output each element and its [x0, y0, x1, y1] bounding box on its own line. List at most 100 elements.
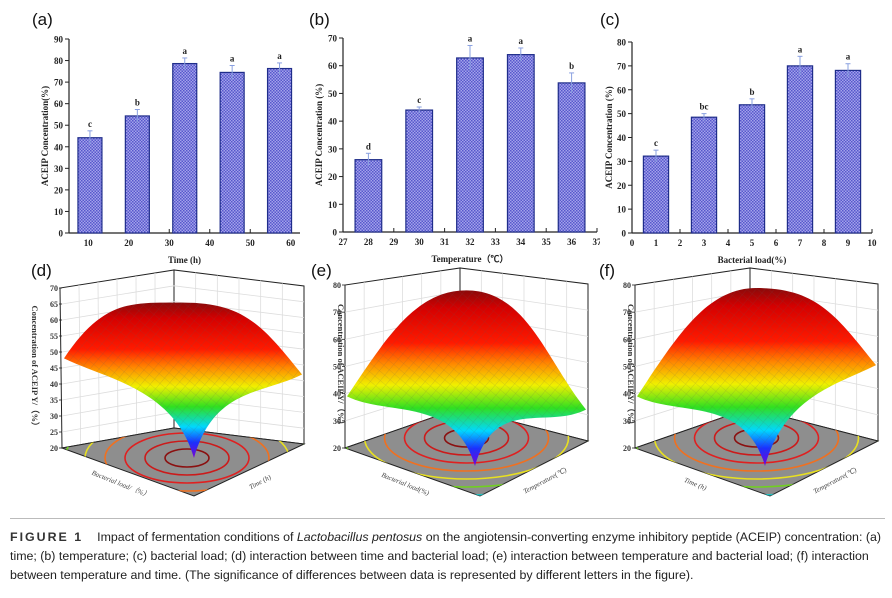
z-axis-title: Concentration of ACEIP Y/（%） — [336, 304, 346, 429]
bar — [77, 137, 103, 234]
wall-grid-line — [61, 301, 305, 321]
significance-letter: a — [277, 51, 282, 61]
y-axis-title: ACEIP Concentration(%) — [40, 86, 50, 186]
y-tick-label: 50 — [617, 109, 627, 119]
bar — [557, 82, 586, 233]
y-axis-title: Time (h) — [248, 473, 273, 491]
y-tick-label: 20 — [54, 185, 64, 195]
x-tick-label: 40 — [205, 238, 215, 248]
bar — [506, 54, 535, 233]
x-tick-label: 7 — [798, 238, 803, 248]
bar-chart-time: 0 10 20 30 40 50 60 70 80 90 10 20 30 40 50 60 c b a a a ACEI… — [40, 35, 300, 265]
x-tick-label: 6 — [774, 238, 779, 248]
contour-line — [673, 408, 840, 472]
significance-letter: a — [846, 52, 851, 62]
contour-line — [164, 448, 210, 468]
bar — [266, 67, 293, 234]
y-tick-label: 30 — [617, 157, 627, 167]
z-tick-label: 20 — [333, 444, 341, 453]
z-tick-label: 80 — [333, 281, 341, 290]
y-tick-label: 0 — [622, 229, 627, 239]
y-tick-label: 80 — [617, 38, 627, 48]
y-tick-label: 70 — [617, 61, 627, 71]
wall-grid-line — [61, 285, 305, 305]
z-tick-label: 70 — [333, 308, 341, 317]
z-tick-label: 60 — [333, 335, 341, 344]
panel-label-b: (b) — [309, 10, 330, 29]
significance-letter: d — [366, 141, 371, 151]
y-tick-label: 10 — [328, 200, 338, 210]
bar — [786, 65, 814, 234]
y-tick-label: 50 — [54, 121, 64, 131]
significance-letter: a — [183, 46, 188, 56]
y-tick-label: 40 — [328, 117, 338, 127]
bar — [642, 155, 670, 234]
x-tick-label: 27 — [339, 237, 349, 247]
x-tick-label: 31 — [440, 237, 450, 247]
y-tick-label: 20 — [328, 172, 338, 182]
y-tick-label: 50 — [328, 89, 338, 99]
x-tick-label: 29 — [389, 237, 399, 247]
z-tick-label: 80 — [623, 281, 631, 290]
contour-line — [345, 408, 588, 488]
y-tick-label: 70 — [54, 78, 64, 88]
surface-mesh — [637, 288, 876, 466]
x-tick-label: 2 — [678, 238, 683, 248]
bar — [172, 62, 198, 234]
z-tick-label: 45 — [50, 364, 58, 373]
surface-mesh — [347, 290, 586, 466]
x-tick-label: 60 — [286, 238, 296, 248]
figure-caption: FIGURE 1 Impact of fermentation condition… — [10, 518, 885, 585]
z-tick-label: 20 — [50, 444, 58, 453]
significance-letter: a — [519, 36, 524, 46]
significance-letter: c — [88, 119, 92, 129]
y-tick-label: 70 — [328, 34, 338, 44]
y-tick-label: 60 — [617, 85, 627, 95]
z-tick-label: 50 — [623, 363, 631, 372]
x-tick-label: 35 — [542, 237, 552, 247]
surface-plot-time-bacterial-load: 20 25 30 35 40 45 50 55 60 65 70 Concentration of A… — [30, 269, 306, 499]
z-tick-label: 30 — [50, 412, 58, 421]
x-tick-label: 9 — [846, 238, 851, 248]
z-tick-label: 65 — [50, 300, 58, 309]
significance-letter: c — [417, 95, 421, 105]
figure-label: FIGURE 1 — [10, 530, 84, 544]
z-tick-label: 25 — [50, 428, 58, 437]
y-axis-title: ACEIP Concentration (%) — [604, 86, 614, 189]
significance-letter: a — [798, 44, 803, 54]
z-tick-label: 40 — [623, 390, 631, 399]
z-tick-label: 20 — [623, 444, 631, 453]
x-tick-label: 8 — [822, 238, 827, 248]
y-tick-label: 60 — [328, 61, 338, 71]
x-tick-label: 30 — [415, 237, 425, 247]
x-tick-label: 33 — [491, 237, 501, 247]
z-axis-title: Concentration of ACEIP Y/（%） — [626, 304, 636, 429]
bar — [219, 71, 245, 234]
bar — [456, 57, 484, 233]
bar — [124, 115, 150, 234]
panel-label-e: (e) — [311, 261, 332, 280]
z-tick-label: 40 — [333, 390, 341, 399]
y-tick-label: 30 — [54, 164, 64, 174]
z-tick-label: 70 — [50, 284, 58, 293]
panel-label-a: (a) — [32, 10, 53, 29]
significance-letter: bc — [700, 102, 709, 112]
significance-letter: b — [135, 97, 140, 107]
z-tick-label: 70 — [623, 308, 631, 317]
y-tick-label: 60 — [54, 99, 64, 109]
panel-label-f: (f) — [599, 261, 616, 280]
caption-text-1: Impact of fermentation conditions of — [97, 530, 297, 544]
x-tick-label: 36 — [567, 237, 577, 247]
significance-letter: b — [569, 61, 574, 71]
bar-chart-bacterial-load: 0 10 20 30 40 50 60 70 80 0 1 2 3 4 5 6 7 8 9 10 c bc b a a ACEIP… — [604, 38, 877, 266]
contour-line — [144, 440, 230, 476]
x-axis-title: Temperature（℃） — [432, 254, 509, 264]
y-tick-label: 30 — [328, 144, 338, 154]
x-axis-title: Time (h) — [683, 476, 708, 492]
y-tick-label: 40 — [617, 133, 627, 143]
y-axis-title: ACEIP Concentration (%) — [314, 84, 324, 187]
caption-species: Lactobacillus pentosus — [296, 530, 423, 544]
contour-line — [635, 408, 878, 488]
z-tick-label: 50 — [50, 348, 58, 357]
x-tick-label: 4 — [726, 238, 731, 248]
